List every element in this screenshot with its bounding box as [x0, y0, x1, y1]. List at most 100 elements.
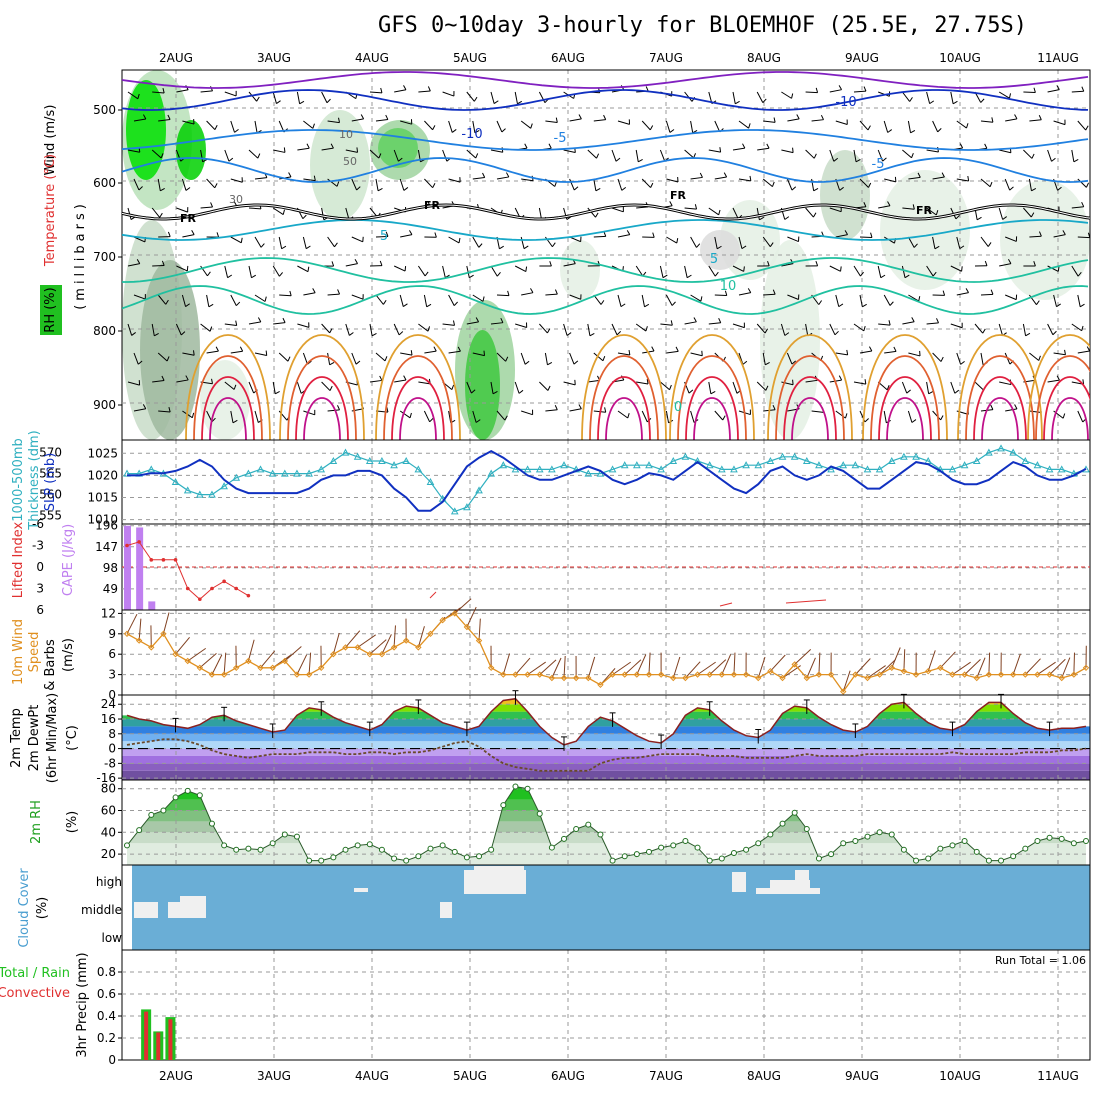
cloud-level-label: middle: [81, 903, 122, 917]
wind-barb: [1053, 352, 1066, 356]
wind-barb-feather: [573, 360, 579, 365]
wind-barb: [908, 176, 921, 180]
wind-barb-feather: [214, 183, 218, 189]
rh2m-point: [998, 857, 1005, 864]
rh2m-point: [330, 854, 337, 861]
wind-barb: [569, 178, 575, 191]
wind10m-barb: [466, 606, 477, 628]
bottom-time-label: 6AUG: [551, 1069, 585, 1083]
wind-barb-feather: [820, 114, 824, 120]
wind-barb-feather: [507, 290, 510, 296]
wind-barb-feather: [1014, 404, 1018, 410]
wind-barb-feather: [329, 328, 333, 334]
wind-barb-feather: [602, 355, 606, 361]
wind-barb-feather: [167, 231, 171, 237]
rh2m-point: [366, 841, 373, 848]
wind-barb-feather: [838, 375, 843, 381]
wind-barb: [230, 410, 234, 423]
rh2m-axis-labels: 2m RH (%): [29, 800, 80, 844]
wind-barb: [708, 322, 721, 325]
wind-barb-feather: [1038, 355, 1041, 361]
thickness-point: [997, 444, 1005, 452]
wind-barb: [327, 120, 340, 124]
wind-barb: [1023, 207, 1032, 218]
rh2m-point: [136, 827, 143, 834]
rh2m-point: [694, 844, 701, 851]
wind-barb-feather: [743, 266, 745, 272]
wind-barb-feather: [1086, 346, 1091, 352]
wind-barb-feather: [863, 202, 867, 208]
wind-barb-feather: [283, 147, 286, 153]
wind-barb-feather: [1002, 216, 1008, 220]
wind10m-barb: [1024, 658, 1041, 675]
wind10m-barb: [1061, 657, 1071, 679]
slp-label-slp: SLP (mb): [43, 453, 58, 512]
wind-barb-feather: [161, 260, 165, 266]
wind-barb: [133, 408, 146, 412]
wind-barb: [206, 178, 216, 189]
wind-barb: [133, 294, 146, 300]
wind-barb: [327, 293, 340, 296]
wind-barb: [611, 149, 617, 162]
wind-barb: [248, 381, 255, 394]
wind-barb: [756, 381, 767, 391]
wind-barb-feather: [773, 117, 776, 123]
wind-barb-feather: [595, 187, 601, 192]
wind-barb: [902, 91, 911, 102]
wind-barb-feather: [356, 147, 359, 153]
wind10m-speed-point: [670, 674, 677, 682]
rh2m-label-name: 2m RH: [29, 800, 44, 844]
wind-barb: [926, 91, 931, 104]
warm-temperature-dome: [957, 334, 1043, 440]
wind10m-speed-point: [682, 674, 689, 682]
wind-barb-feather: [478, 243, 483, 248]
warm-temperature-dome: [677, 355, 747, 440]
rh2m-point: [500, 802, 507, 809]
contour-label-m5: -5: [872, 157, 885, 172]
wind-barb-feather: [838, 85, 843, 90]
wind-barb-feather: [398, 331, 404, 336]
wind-barb-feather: [839, 186, 844, 191]
wind-barb: [877, 265, 882, 278]
contour-label-zero: 0: [674, 400, 682, 415]
wind-barb: [907, 410, 913, 423]
wind-barb: [127, 323, 133, 336]
rh2m-point: [961, 838, 968, 845]
wind10m-speed-point: [888, 664, 895, 672]
thickness-tick-label: 555: [39, 509, 62, 523]
bottom-time-label: 9AUG: [845, 1069, 879, 1083]
wind-barb: [1047, 323, 1054, 335]
wind-barb: [176, 265, 188, 272]
wind-barb-feather: [530, 123, 533, 129]
wind-barb-feather: [932, 271, 937, 277]
thickness-point: [717, 465, 726, 473]
temperature-contour: [122, 219, 1089, 241]
wind-barb-feather: [917, 172, 921, 178]
wind-barb-feather: [893, 346, 897, 352]
wind-barb-feather: [410, 350, 413, 356]
wind-barb-feather: [649, 125, 654, 131]
thickness-point: [232, 473, 241, 481]
thickness-point: [802, 456, 811, 464]
wind-barb-feather: [403, 187, 409, 191]
wind-barb: [448, 178, 461, 183]
wind-barb-feather: [371, 332, 377, 337]
wind-barb: [272, 265, 280, 277]
wind10m-speed-point: [366, 650, 373, 658]
wind10m-barb: [527, 661, 546, 676]
thickness-point: [280, 469, 289, 477]
wind10m-speed-point: [609, 671, 616, 678]
wind10m-speed-point: [342, 644, 349, 651]
wind-barb: [400, 234, 413, 238]
rh2m-point: [1070, 840, 1077, 847]
wind-barb-feather: [603, 114, 607, 120]
wind-barb-feather: [813, 187, 819, 192]
warm-temperature-dome: [870, 355, 940, 440]
wind-barb: [835, 294, 840, 307]
wind-barb-feather: [911, 317, 915, 323]
wind10m-speed-point: [767, 667, 774, 675]
wind-barb: [714, 120, 721, 133]
thickness-point: [887, 456, 896, 464]
thickness-point: [1057, 465, 1066, 473]
